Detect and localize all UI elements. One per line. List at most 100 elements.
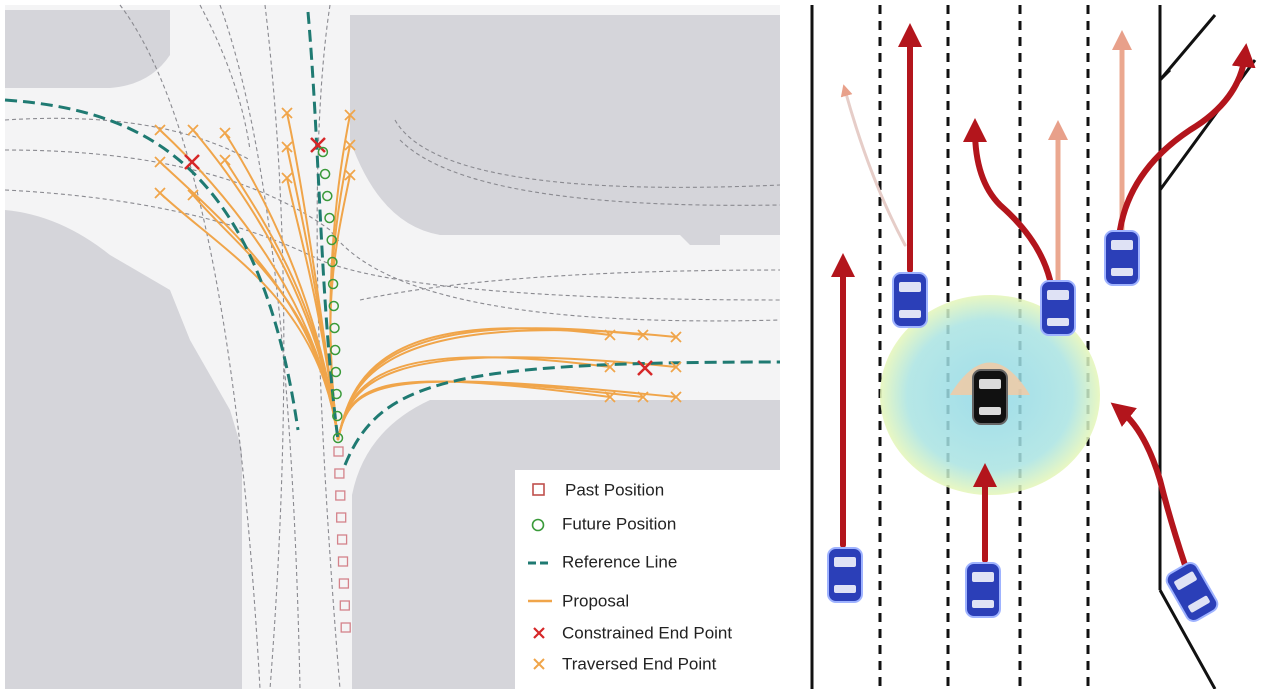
- vehicles: [827, 230, 1219, 622]
- past-position: [336, 512, 347, 523]
- vehicle-body: [1104, 230, 1140, 286]
- vehicle: [892, 272, 928, 328]
- future-position: [326, 234, 337, 246]
- vehicle-window: [1111, 268, 1133, 276]
- proposal: [159, 192, 339, 441]
- traversed-end-point: [154, 187, 166, 199]
- proposals: [159, 112, 677, 441]
- future-position: [324, 212, 335, 224]
- traversed-end-point: [670, 361, 682, 373]
- vehicle-body: [972, 369, 1008, 425]
- vehicle-body: [1040, 280, 1076, 336]
- vehicle-window: [979, 407, 1001, 415]
- legend-box: [515, 470, 780, 689]
- block: [350, 15, 780, 245]
- vehicle-body: [1165, 562, 1219, 622]
- proposal: [224, 159, 339, 441]
- traversed-end-point: [187, 189, 199, 201]
- vehicle-window: [834, 585, 856, 593]
- vehicle-body: [892, 272, 928, 328]
- vehicle-window: [899, 282, 921, 292]
- traversed-end-point: [219, 154, 231, 166]
- vehicle-window: [972, 572, 994, 582]
- legend-label: Past Position: [565, 480, 664, 499]
- arrows: [831, 22, 1256, 568]
- past-position: [335, 490, 346, 501]
- legend: Past Position Future Position Reference …: [515, 470, 780, 689]
- traversed-end-point: [604, 391, 616, 403]
- constrained-end-point: [637, 360, 653, 376]
- vehicle-window: [979, 379, 1001, 389]
- legend-icon: [533, 658, 545, 670]
- vehicle-body: [965, 562, 1001, 618]
- traversed-end-point: [219, 127, 231, 139]
- vehicle: [1165, 562, 1219, 622]
- legend-label: Future Position: [562, 514, 676, 533]
- traversed-end-point: [670, 391, 682, 403]
- traversed-end-point: [344, 109, 356, 121]
- legend-label: Constrained End Point: [562, 623, 732, 642]
- road-edge: [1158, 68, 1172, 82]
- traversed-end-point: [344, 139, 356, 151]
- past-position: [333, 446, 344, 457]
- future-position: [327, 278, 339, 290]
- traversed-end-point: [344, 169, 356, 181]
- proposal: [337, 380, 677, 441]
- legend-label: Proposal: [562, 591, 629, 610]
- future-position: [332, 410, 343, 422]
- vehicle: [1104, 230, 1140, 286]
- future-position: [317, 146, 329, 158]
- traversed-end-point: [637, 391, 649, 403]
- vehicle: [827, 547, 863, 603]
- vehicle: [965, 562, 1001, 618]
- future-position: [319, 168, 331, 180]
- traversed-end-point: [604, 329, 616, 341]
- road-panel: [810, 5, 1257, 689]
- vehicle-window: [972, 600, 994, 608]
- future-position: [322, 190, 333, 202]
- past-position: [336, 534, 348, 545]
- vehicle-window: [1174, 571, 1197, 590]
- legend-icon: [533, 627, 545, 639]
- map-panel: [4, 4, 781, 689]
- vehicle-window: [834, 557, 856, 567]
- traversed-end-point: [637, 329, 649, 341]
- past-position: [340, 622, 351, 633]
- traversed-end-point: [281, 172, 293, 184]
- traversed-end-point: [281, 141, 293, 153]
- past-position: [338, 578, 350, 589]
- future-position: [330, 366, 342, 378]
- vehicle-window: [1047, 290, 1069, 300]
- legend-icon: [532, 483, 545, 496]
- future-position: [329, 322, 340, 334]
- vehicle-body: [827, 547, 863, 603]
- constrained-end-point: [310, 137, 326, 153]
- markers: [154, 107, 682, 633]
- legend-label: Traversed End Point: [562, 654, 717, 673]
- traversed-end-point: [604, 361, 616, 373]
- traversed-end-point: [154, 124, 166, 136]
- past-position: [337, 556, 349, 567]
- reference-lines: [4, 11, 781, 466]
- vehicle: [1040, 280, 1076, 336]
- traversed-end-point: [670, 331, 682, 343]
- vehicle-window: [899, 310, 921, 318]
- future-position: [329, 344, 341, 356]
- block: [5, 10, 170, 88]
- vehicle-window: [1111, 240, 1133, 250]
- traversed-end-point: [154, 156, 166, 168]
- future-position: [331, 388, 342, 400]
- future-position: [327, 256, 338, 268]
- proposal: [192, 194, 339, 441]
- future-position: [328, 300, 340, 312]
- future-position: [332, 432, 344, 444]
- past-position: [334, 468, 345, 479]
- block: [5, 210, 242, 689]
- legend-label: Reference Line: [562, 552, 677, 571]
- traversed-end-point: [281, 107, 293, 119]
- traversed-end-point: [187, 124, 199, 136]
- legend-icon: [531, 518, 545, 532]
- vehicle-window: [1047, 318, 1069, 326]
- vehicle: [972, 369, 1008, 425]
